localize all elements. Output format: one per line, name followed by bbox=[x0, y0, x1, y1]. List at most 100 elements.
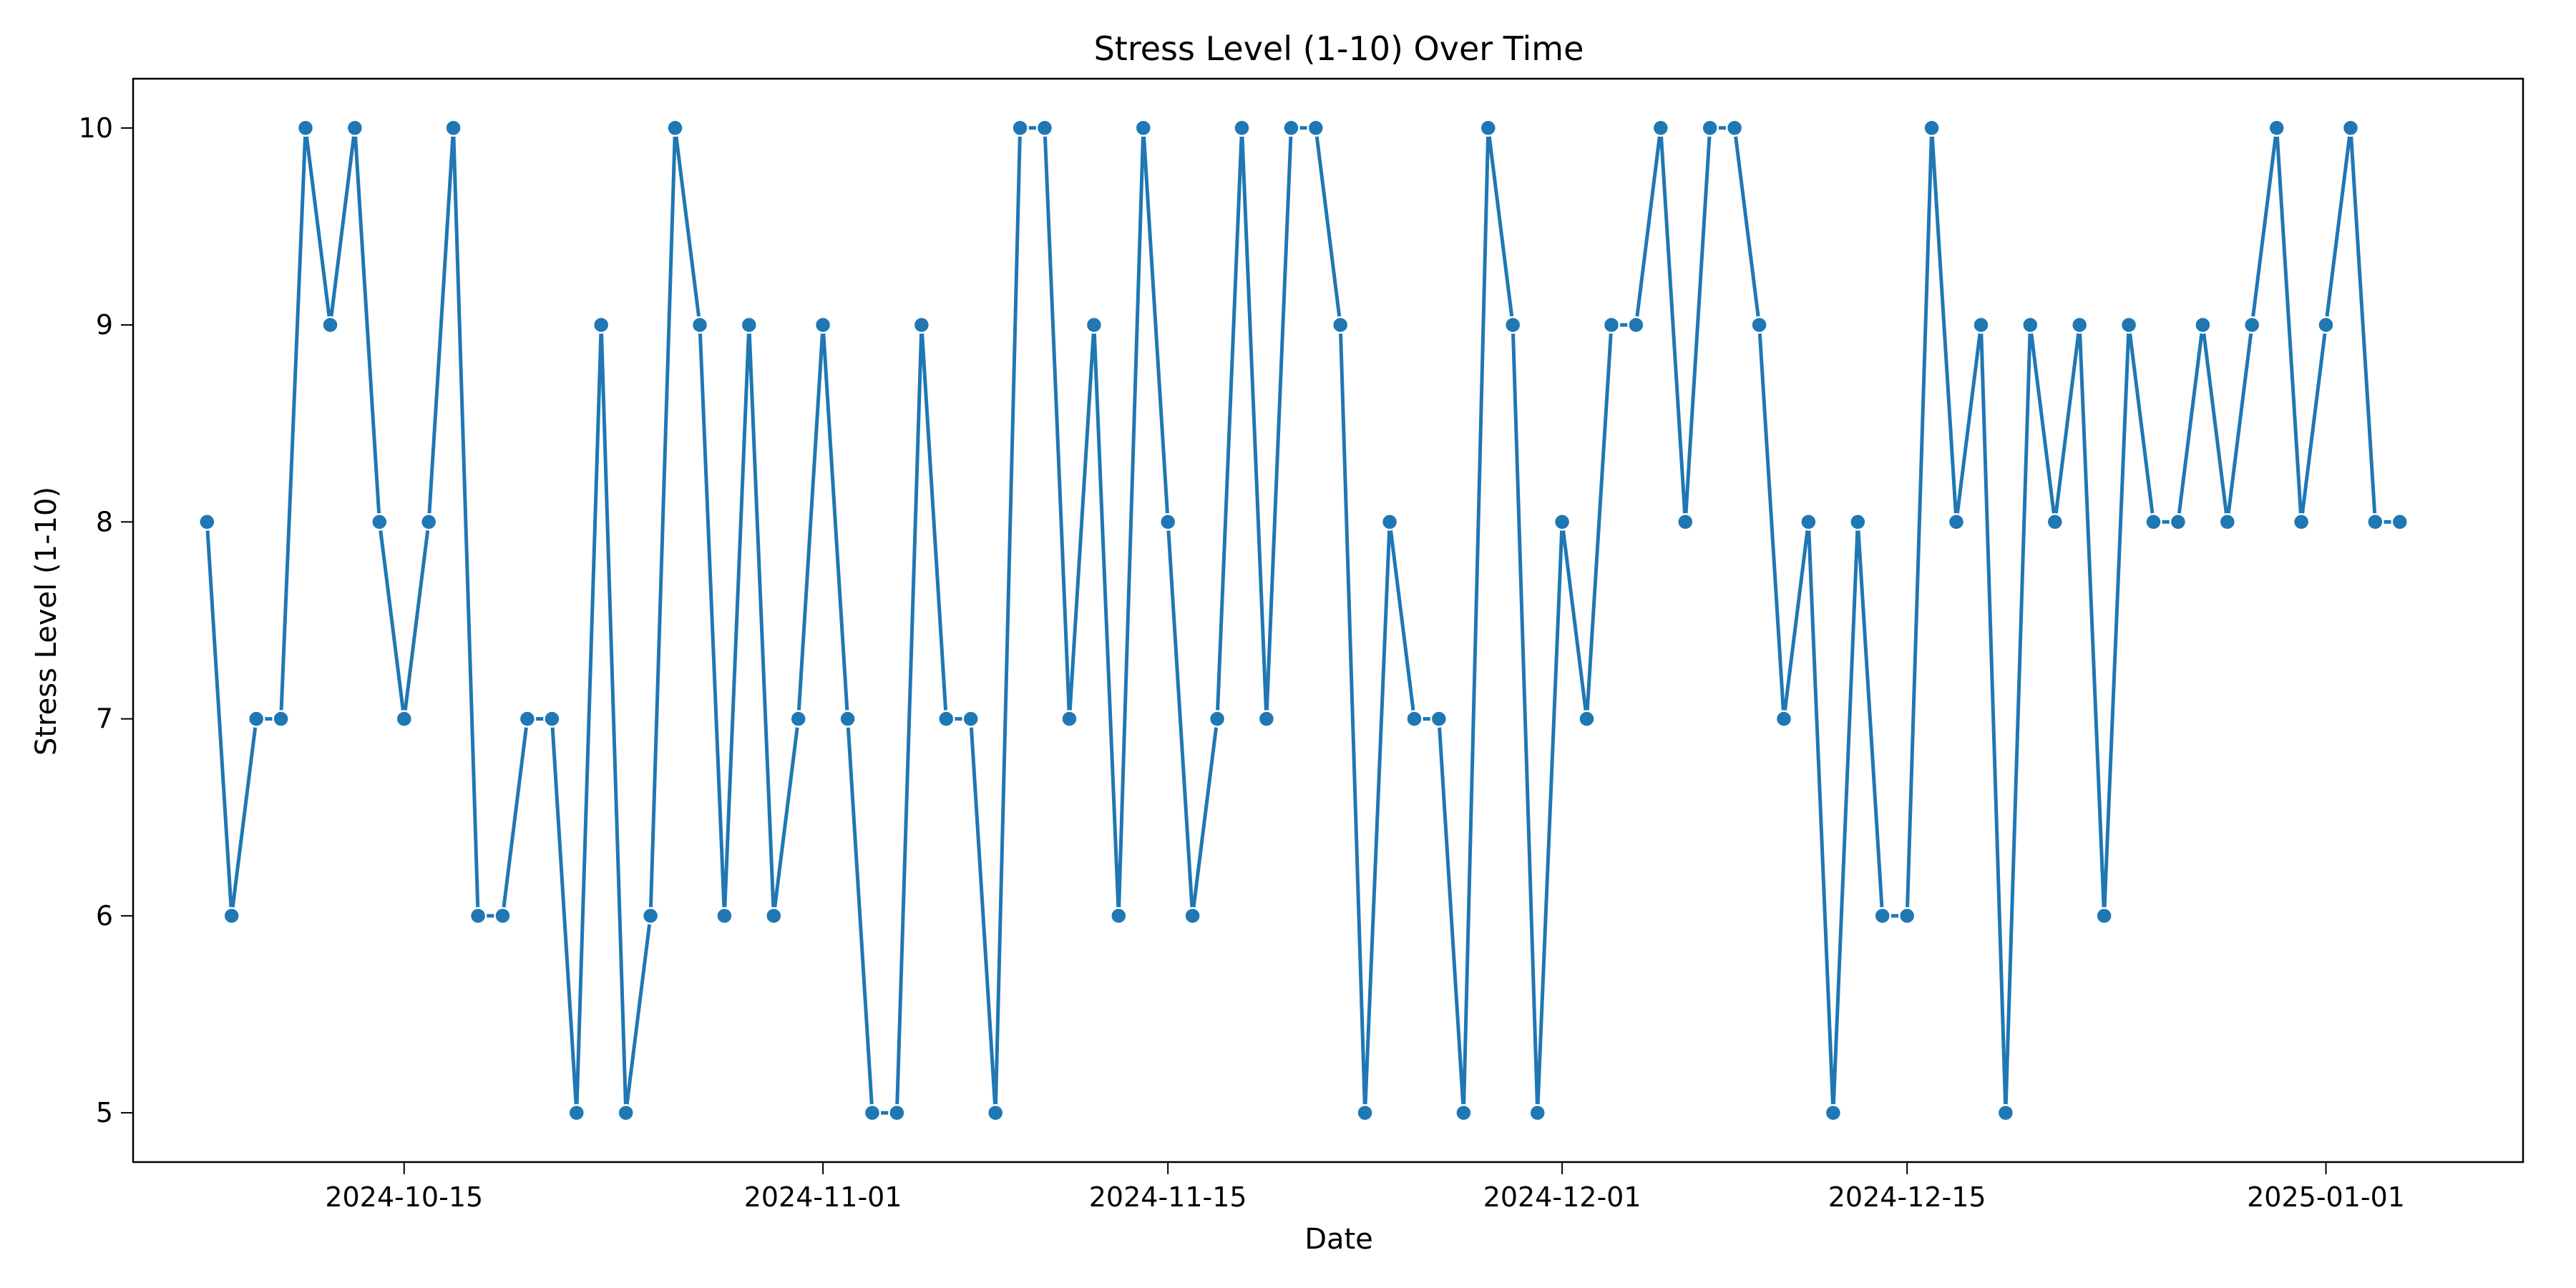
data-point bbox=[296, 119, 315, 137]
data-point bbox=[223, 907, 240, 925]
data-point bbox=[198, 513, 216, 531]
data-point bbox=[1060, 710, 1078, 728]
y-tick-label: 9 bbox=[96, 309, 113, 341]
data-point bbox=[1996, 1103, 2015, 1122]
data-point bbox=[912, 316, 931, 334]
data-point bbox=[2243, 316, 2261, 334]
data-point bbox=[592, 316, 610, 334]
data-point bbox=[1331, 316, 1350, 334]
data-point bbox=[1701, 119, 1719, 137]
data-point bbox=[1972, 316, 1990, 334]
data-point bbox=[1652, 119, 1670, 137]
y-tick-label: 5 bbox=[96, 1097, 113, 1128]
data-point bbox=[395, 710, 414, 728]
data-point bbox=[1208, 710, 1226, 728]
data-point bbox=[1158, 513, 1177, 531]
data-point bbox=[1011, 119, 1029, 137]
data-point bbox=[567, 1103, 586, 1122]
data-point bbox=[1578, 710, 1596, 728]
data-point bbox=[321, 316, 339, 334]
data-point bbox=[2268, 119, 2285, 137]
data-point bbox=[2145, 513, 2162, 531]
data-point bbox=[2119, 316, 2138, 334]
data-point bbox=[641, 907, 660, 925]
data-point bbox=[716, 907, 733, 925]
data-point bbox=[740, 316, 758, 334]
x-axis-label: Date bbox=[1304, 1223, 1373, 1256]
y-tick-label: 6 bbox=[96, 900, 113, 932]
plot-area: 5 6 7 8 9 10 2024-10-15 2024-11-01 2024-11-15 202… bbox=[79, 77, 2524, 1213]
data-point bbox=[444, 119, 462, 137]
y-tick-label: 8 bbox=[96, 506, 113, 537]
data-point bbox=[2366, 513, 2384, 531]
data-point bbox=[1677, 513, 1694, 531]
data-point bbox=[765, 907, 783, 925]
data-point bbox=[2169, 513, 2187, 531]
data-point bbox=[1282, 119, 1300, 137]
chart-title: Stress Level (1-10) Over Time bbox=[1094, 29, 1584, 68]
data-point bbox=[419, 513, 438, 531]
data-point bbox=[1750, 316, 1768, 334]
data-point bbox=[1528, 1103, 1546, 1122]
data-point bbox=[1134, 119, 1153, 137]
x-tick-label: 2024-12-01 bbox=[1483, 1181, 1641, 1213]
y-axis-label: Stress Level (1-10) bbox=[30, 487, 63, 756]
data-point bbox=[962, 710, 980, 728]
data-point bbox=[1035, 119, 1054, 137]
data-point bbox=[469, 907, 487, 925]
data-point bbox=[1233, 119, 1251, 137]
data-point bbox=[1479, 119, 1498, 137]
data-point bbox=[371, 513, 389, 531]
data-point bbox=[1184, 907, 1201, 925]
data-point bbox=[1725, 119, 1744, 137]
data-point bbox=[1356, 1103, 1374, 1122]
data-point bbox=[1553, 513, 1571, 531]
data-point bbox=[2046, 513, 2064, 531]
plot-frame bbox=[132, 77, 2524, 1163]
data-point bbox=[2218, 513, 2237, 531]
data-point bbox=[2391, 513, 2409, 531]
data-point bbox=[2095, 907, 2113, 925]
data-point bbox=[543, 710, 561, 728]
y-tick-label: 7 bbox=[96, 703, 113, 735]
data-point bbox=[2021, 316, 2039, 334]
data-point bbox=[937, 710, 955, 728]
data-point bbox=[1380, 513, 1399, 531]
data-point bbox=[1824, 1103, 1843, 1122]
x-tick-label: 2025-01-01 bbox=[2247, 1181, 2405, 1213]
data-point bbox=[1430, 710, 1448, 728]
data-point bbox=[494, 907, 512, 925]
data-point bbox=[814, 316, 832, 334]
data-point bbox=[1085, 316, 1103, 334]
data-point bbox=[863, 1103, 882, 1122]
data-point bbox=[1455, 1103, 1473, 1122]
data-point bbox=[888, 1103, 906, 1122]
data-point bbox=[789, 710, 807, 728]
series-line bbox=[205, 126, 2400, 1115]
data-point bbox=[1800, 513, 1818, 531]
data-point bbox=[691, 316, 709, 334]
data-point bbox=[1503, 316, 1522, 334]
data-point bbox=[1110, 907, 1128, 925]
y-tick-label: 10 bbox=[79, 112, 113, 144]
data-point bbox=[2341, 119, 2360, 137]
data-point bbox=[617, 1103, 635, 1122]
data-point bbox=[272, 710, 290, 728]
data-point bbox=[1627, 316, 1645, 334]
x-tick-label: 2024-11-15 bbox=[1089, 1181, 1247, 1213]
data-point bbox=[346, 119, 364, 137]
data-point bbox=[1775, 710, 1793, 728]
data-point bbox=[1602, 316, 1621, 334]
data-point bbox=[1873, 907, 1891, 925]
data-point bbox=[1849, 513, 1867, 531]
data-point bbox=[518, 710, 537, 728]
data-point bbox=[1923, 119, 1941, 137]
data-point bbox=[666, 119, 684, 137]
data-point bbox=[1307, 119, 1325, 137]
data-point bbox=[2317, 316, 2335, 334]
data-point bbox=[2194, 316, 2212, 334]
data-point bbox=[1257, 710, 1276, 728]
x-tick-label: 2024-11-01 bbox=[744, 1181, 902, 1213]
data-point bbox=[1898, 907, 1916, 925]
